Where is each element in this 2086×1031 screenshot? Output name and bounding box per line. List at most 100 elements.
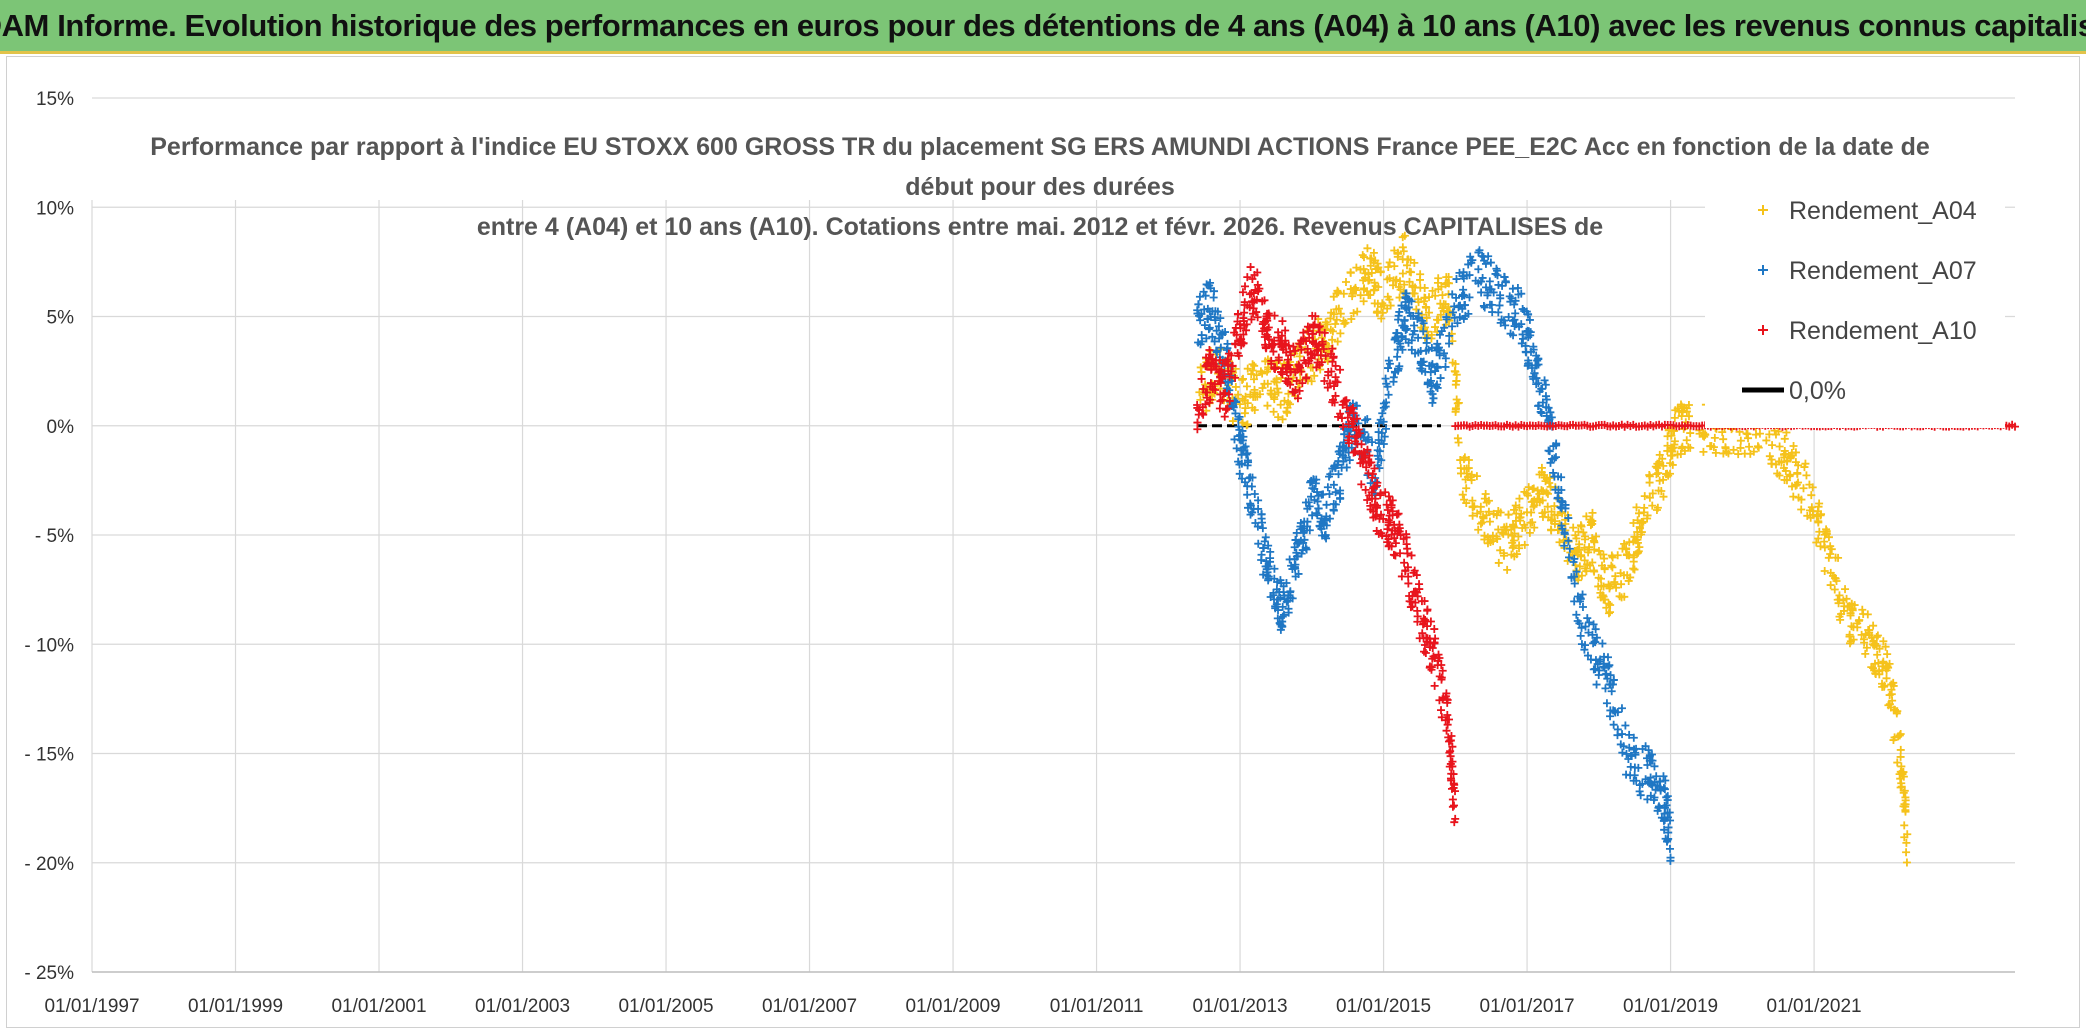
chart-legend: Rendement_A04 Rendement_A07 Rendement_A10 0… — [1705, 188, 2005, 428]
rendement-a10-point — [1238, 288, 1247, 297]
rendement-a04-point — [1896, 730, 1905, 739]
rendement-a07-point — [1501, 321, 1510, 330]
rendement-a07-point — [1577, 623, 1586, 632]
rendement-a04-point — [1530, 523, 1539, 532]
title-banner: ADAM Informe. Evolution historique des p… — [0, 0, 2086, 54]
rendement-a04-point — [1814, 518, 1823, 527]
rendement-a04-point — [1248, 360, 1257, 369]
rendement-a10-point — [1355, 449, 1364, 458]
rendement-a07-point — [1621, 721, 1630, 730]
rendement-a04-point — [1896, 745, 1905, 754]
rendement-a04-point — [1686, 429, 1695, 438]
rendement-a10-point — [1351, 447, 1360, 456]
rendement-a04-point — [1266, 389, 1275, 398]
rendement-a04-point — [1667, 451, 1676, 460]
chart-frame — [6, 56, 2080, 1028]
rendement-a07-point — [1432, 343, 1441, 352]
rendement-a04-point — [1284, 398, 1293, 407]
rendement-a04-point — [1896, 774, 1905, 783]
rendement-a04-point — [1768, 441, 1777, 450]
rendement-a07-point — [1312, 509, 1321, 518]
rendement-a07-point — [1379, 439, 1388, 448]
rendement-a07-point — [1194, 338, 1203, 347]
rendement-a04-point — [1231, 382, 1240, 391]
rendement-a07-point — [1384, 390, 1393, 399]
rendement-a04-point — [1367, 254, 1376, 263]
rendement-a04-point — [1347, 314, 1356, 323]
rendement-a04-point — [1403, 255, 1412, 264]
rendement-a04-point — [1771, 430, 1780, 439]
chart-title-line: début pour des durées — [905, 173, 1174, 201]
rendement-a10-point — [1386, 518, 1395, 527]
rendement-a10-point — [1246, 263, 1255, 272]
rendement-a04-point — [1582, 512, 1591, 521]
rendement-a10-point — [1202, 362, 1211, 371]
rendement-a10-point — [1430, 638, 1439, 647]
rendement-a04-point — [1620, 539, 1629, 548]
rendement-a07-point — [1423, 380, 1432, 389]
rendement-a07-point — [1231, 409, 1240, 418]
rendement-a07-point — [1432, 362, 1441, 371]
rendement-a04-point — [1629, 564, 1638, 573]
rendement-a07-point — [1270, 564, 1279, 573]
rendement-a07-point — [1513, 284, 1522, 293]
rendement-a07-point — [1638, 779, 1647, 788]
rendement-a04-point — [1515, 503, 1524, 512]
rendement-a07-point — [1523, 361, 1532, 370]
rendement-a10-point — [1349, 422, 1358, 431]
rendement-a10-point — [1233, 349, 1242, 358]
rendement-a07-point — [1254, 504, 1263, 513]
rendement-a04-point — [1816, 542, 1825, 551]
rendement-a07-point — [1484, 252, 1493, 261]
rendement-a10-point — [1445, 715, 1453, 724]
rendement-a04-point — [1462, 464, 1471, 473]
rendement-a04-point — [1699, 428, 1708, 437]
rendement-a04-point — [1606, 601, 1615, 609]
rendement-a07-point — [1478, 273, 1487, 282]
rendement-a10-point — [1351, 437, 1360, 446]
rendement-a07-point — [1393, 329, 1402, 338]
rendement-a04-point — [1670, 413, 1679, 422]
rendement-a07-point — [1629, 776, 1638, 785]
rendement-a04-point — [1596, 593, 1605, 602]
rendement-a07-point — [1607, 687, 1616, 696]
rendement-a07-point — [1323, 483, 1332, 492]
rendement-a04-point — [1629, 557, 1638, 566]
rendement-a07-point — [1529, 342, 1538, 351]
rendement-a04-point — [1522, 508, 1531, 517]
rendement-a07-point — [1263, 562, 1272, 571]
rendement-a04-point — [1515, 494, 1524, 503]
rendement-a07-point — [1506, 329, 1515, 338]
rendement-a04-point — [1861, 649, 1870, 658]
rendement-a07-point — [1406, 311, 1415, 320]
rendement-a07-point — [1467, 258, 1476, 267]
rendement-a04-point — [1431, 323, 1440, 332]
rendement-a10-point — [1215, 377, 1224, 385]
rendement-a04-point — [1874, 658, 1883, 667]
rendement-a07-point — [1650, 762, 1659, 771]
rendement-a04-point — [1896, 752, 1905, 761]
rendement-a07-point — [1556, 503, 1565, 512]
rendement-a04-point — [1832, 577, 1841, 586]
rendement-a07-point — [1305, 502, 1314, 511]
rendement-a04-point — [1577, 522, 1586, 531]
rendement-a07-point — [1205, 323, 1214, 332]
rendement-a04-point — [1472, 472, 1481, 481]
rendement-a04-point — [1342, 278, 1350, 287]
rendement-a07-point — [1254, 539, 1263, 548]
rendement-a04-point — [1575, 562, 1584, 571]
rendement-a04-point — [1824, 533, 1833, 542]
rendement-a07-point — [1646, 791, 1655, 800]
rendement-a04-point — [1653, 503, 1662, 512]
rendement-a04-point — [1374, 263, 1383, 272]
rendement-a04-point — [1625, 538, 1634, 547]
rendement-a04-point — [1816, 511, 1825, 520]
rendement-a10-point — [1320, 377, 1329, 386]
rendement-a07-point — [1445, 331, 1454, 340]
rendement-a07-point — [1518, 330, 1527, 339]
rendement-a07-point — [1280, 591, 1289, 600]
rendement-a07-point — [1237, 459, 1246, 468]
rendement-a07-point — [1591, 625, 1600, 634]
rendement-a07-point — [1293, 538, 1302, 547]
rendement-a07-point — [1436, 374, 1445, 383]
